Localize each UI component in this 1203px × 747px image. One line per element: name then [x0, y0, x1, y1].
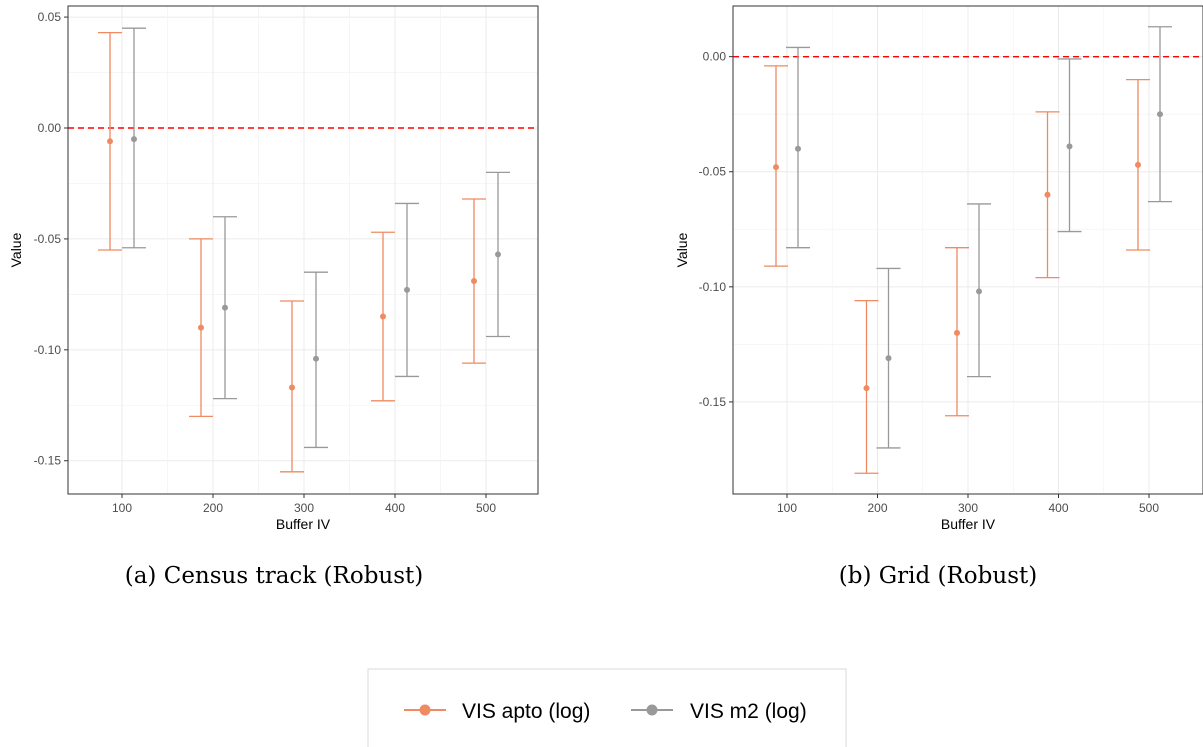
legend-key-dot-2	[646, 704, 658, 716]
x-tick-label: 400	[1048, 501, 1068, 515]
x-tick-label: 300	[958, 501, 978, 515]
point-estimate	[380, 313, 386, 320]
point-estimate	[863, 385, 870, 392]
y-tick-label: -0.05	[699, 165, 727, 179]
legend-label-2: VIS m2 (log)	[690, 700, 807, 723]
point-estimate	[198, 324, 204, 331]
point-estimate	[1066, 143, 1073, 150]
y-tick-label: -0.10	[34, 343, 62, 357]
x-tick-label: 100	[777, 501, 797, 515]
point-estimate	[131, 136, 137, 143]
y-axis-title: Value	[674, 232, 690, 267]
point-estimate	[313, 355, 319, 362]
y-tick-label: 0.00	[38, 121, 62, 135]
x-tick-label: 300	[294, 501, 314, 515]
legend: VIS apto (log) VIS m2 (log)	[367, 668, 847, 747]
y-tick-label: 0.05	[38, 10, 62, 24]
legend-key-dot-1	[419, 704, 431, 716]
y-axis-title: Value	[8, 232, 24, 267]
point-estimate	[107, 138, 113, 145]
x-axis-title: Buffer IV	[941, 516, 996, 532]
x-tick-label: 100	[112, 501, 132, 515]
point-estimate	[885, 355, 892, 362]
panel-a: 0.05 0.00 -0.05 -0.10 -0.15 100 200 300 400 500 Bu…	[8, 5, 539, 532]
point-estimate	[976, 288, 982, 295]
point-estimate	[471, 278, 477, 285]
x-tick-label: 500	[476, 501, 496, 515]
x-axis-title: Buffer IV	[276, 516, 331, 532]
x-tick-label: 400	[385, 501, 405, 515]
y-tick-label: -0.05	[34, 232, 62, 246]
legend-frame	[367, 668, 847, 747]
y-tick-label: 0.00	[703, 50, 727, 64]
x-tick-label: 500	[1139, 501, 1159, 515]
point-estimate	[795, 145, 801, 152]
caption-b: (b) Grid (Robust)	[839, 563, 1037, 589]
point-estimate	[404, 286, 410, 293]
point-estimate	[1135, 161, 1141, 168]
x-tick-label: 200	[867, 501, 887, 515]
point-estimate	[222, 304, 228, 311]
point-estimate	[289, 384, 295, 391]
x-tick-label: 200	[203, 501, 223, 515]
panel-border	[67, 5, 539, 495]
point-estimate	[954, 329, 960, 336]
point-estimate	[495, 251, 501, 258]
legend-label-1: VIS apto (log)	[462, 700, 590, 723]
point-estimate	[1157, 111, 1163, 118]
point-estimate	[1044, 191, 1051, 198]
point-estimate	[773, 164, 779, 171]
caption-a: (a) Census track (Robust)	[125, 563, 424, 589]
y-tick-label: -0.15	[34, 454, 62, 468]
panel-b: 0.00 -0.05 -0.10 -0.15 100 200 300 400 500 Buffer…	[674, 5, 1203, 532]
y-tick-label: -0.10	[699, 280, 727, 294]
y-tick-label: -0.15	[699, 395, 727, 409]
